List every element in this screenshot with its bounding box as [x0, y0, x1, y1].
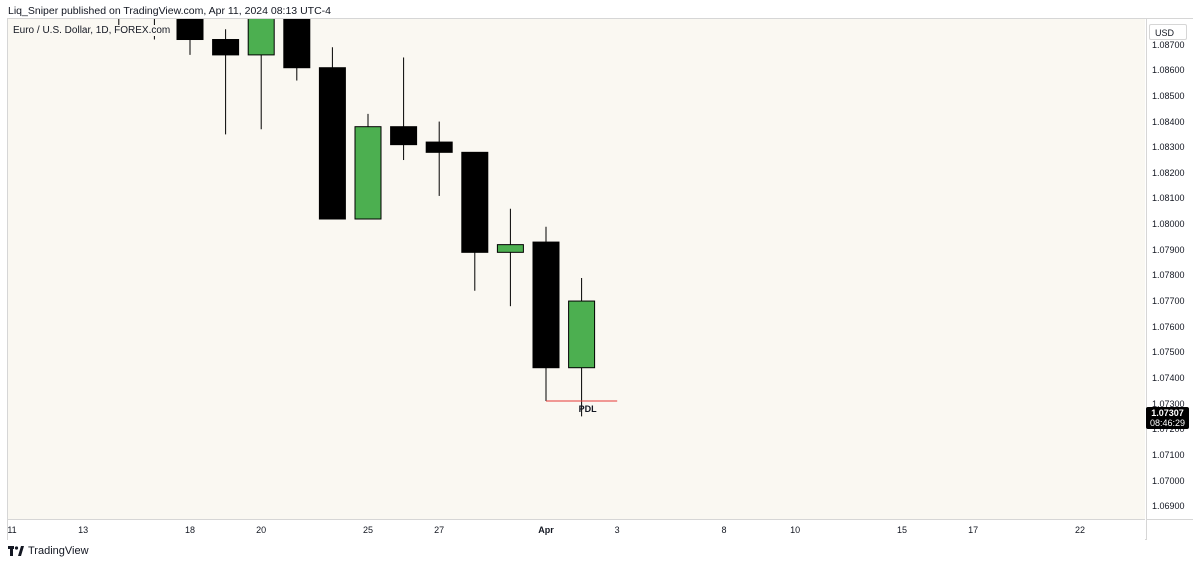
footer-brand: TradingView — [8, 545, 89, 557]
price-tick-label: 1.08500 — [1152, 90, 1185, 101]
price-tick-label: 1.07600 — [1152, 321, 1185, 332]
price-tick-label: 1.08100 — [1152, 193, 1185, 204]
candle-body-down — [318, 67, 346, 220]
candle-body-down — [425, 141, 453, 153]
price-tick-label: 1.08600 — [1152, 65, 1185, 76]
price-tick-label: 1.08700 — [1152, 39, 1185, 50]
time-tick-label: 11 — [7, 525, 17, 535]
price-tick-label: 1.08000 — [1152, 219, 1185, 230]
price-tick-label: 1.06900 — [1152, 501, 1185, 512]
pdl-label: PDL — [579, 404, 598, 414]
time-tick-label: 22 — [1074, 525, 1086, 535]
candle[interactable] — [496, 208, 524, 307]
candle[interactable] — [532, 226, 560, 402]
last-price-label: 1.07307 08:46:29 — [1146, 407, 1189, 429]
candle[interactable] — [176, 19, 204, 55]
candle[interactable] — [212, 29, 240, 135]
time-tick-label: 8 — [721, 525, 727, 535]
price-tick-label: 1.08300 — [1152, 142, 1185, 153]
price-tick-label: 1.07700 — [1152, 296, 1185, 307]
candle[interactable] — [390, 57, 418, 161]
candlestick-chart[interactable]: PDL — [8, 19, 1145, 519]
price-tick-label: 1.07200 — [1152, 424, 1185, 435]
candle[interactable] — [283, 19, 311, 81]
candle[interactable] — [425, 121, 453, 196]
axis-corner — [1146, 519, 1193, 540]
candle-body-up — [247, 19, 275, 56]
price-tick-label: 1.07800 — [1152, 270, 1185, 281]
candle-body-up — [568, 300, 596, 369]
currency-button[interactable]: USD — [1149, 24, 1187, 40]
candle-body-down — [212, 39, 240, 56]
candle[interactable] — [318, 47, 346, 220]
time-tick-label: 13 — [78, 525, 89, 535]
time-tick-label: 27 — [434, 525, 445, 535]
price-axis[interactable]: 1.08700 1.08600 1.08500 1.08400 1.08300 1.082… — [1146, 19, 1193, 519]
candle-body-down — [532, 241, 560, 369]
time-tick-label: 3 — [614, 525, 620, 535]
time-tick-label: 10 — [790, 525, 801, 535]
time-tick-label: 15 — [896, 525, 908, 535]
price-tick-label: 1.07400 — [1152, 372, 1185, 383]
time-tick-label: 17 — [968, 525, 979, 535]
tradingview-logo-icon — [8, 546, 24, 556]
candle[interactable] — [247, 19, 275, 130]
candle-body-up — [354, 126, 382, 220]
time-tick-label: 25 — [362, 525, 374, 535]
time-axis[interactable]: 111318202527Apr381015172224 — [7, 519, 1156, 540]
candle-body-down — [283, 19, 311, 69]
bar-countdown: 08:46:29 — [1149, 418, 1186, 428]
last-price-value: 1.07307 — [1151, 408, 1184, 418]
candle-body-down — [390, 126, 418, 146]
candle-body-down — [176, 19, 204, 41]
candle-body-down — [461, 151, 489, 253]
time-tick-label: Apr — [538, 525, 554, 535]
time-tick-label: 18 — [184, 525, 196, 535]
price-tick-label: 1.08200 — [1152, 167, 1185, 178]
price-tick-label: 1.08400 — [1152, 116, 1185, 127]
footer-brand-label: TradingView — [28, 545, 89, 557]
candle[interactable] — [354, 113, 382, 220]
symbol-legend[interactable]: Euro / U.S. Dollar, 1D, FOREX.com — [13, 25, 171, 36]
price-tick-label: 1.07900 — [1152, 244, 1185, 255]
candle[interactable] — [568, 277, 596, 417]
chart-pane[interactable]: PDL — [8, 19, 1145, 519]
price-tick-label: 1.07500 — [1152, 347, 1185, 358]
price-tick-label: 1.07000 — [1152, 475, 1185, 486]
price-tick-label: 1.07100 — [1152, 449, 1185, 460]
published-line: Liq_Sniper published on TradingView.com,… — [8, 5, 331, 17]
price-tick-label: 1.07300 — [1152, 398, 1185, 409]
candle-body-up — [496, 244, 524, 253]
candle[interactable] — [461, 151, 489, 291]
time-tick-label: 20 — [256, 525, 267, 535]
